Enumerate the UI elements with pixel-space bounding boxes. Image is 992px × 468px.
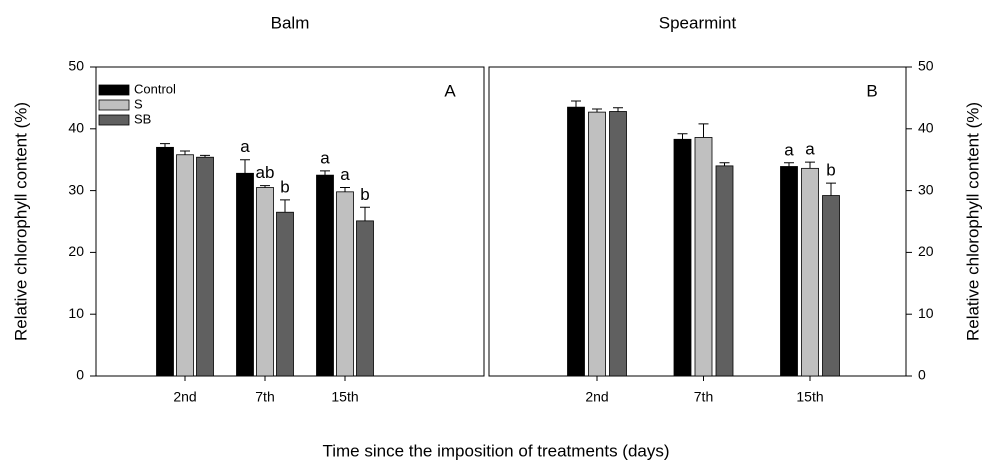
legend-label: S (134, 96, 143, 111)
error-bar (805, 161, 815, 169)
error-bar (571, 100, 581, 108)
bar (673, 138, 692, 377)
bar (780, 166, 798, 377)
y-tick-label: 20 (918, 243, 934, 259)
bar (276, 211, 294, 377)
bar (609, 111, 627, 377)
error-bar (180, 150, 190, 155)
bar (196, 156, 214, 377)
error-bar (826, 182, 836, 196)
error-bar (613, 107, 623, 112)
significance-letter: a (784, 140, 794, 159)
x-tick-label: 15th (331, 389, 358, 405)
legend-label: SB (134, 111, 151, 126)
bar (715, 165, 734, 377)
y-tick-label: 20 (68, 243, 84, 259)
significance-letter: b (280, 177, 289, 196)
y-tick-label: 30 (68, 181, 84, 197)
significance-letter: a (805, 140, 815, 159)
x-axis-label: Time since the imposition of treatments … (322, 441, 669, 460)
error-bar (280, 199, 290, 213)
bar (256, 187, 274, 377)
error-bar (260, 185, 270, 188)
y-tick-label: 0 (76, 367, 84, 383)
bar (588, 111, 606, 377)
y-tick-label: 40 (918, 120, 934, 136)
bar (801, 167, 819, 377)
error-bar (200, 154, 210, 158)
error-bar (320, 170, 330, 176)
x-tick-label: 2nd (173, 389, 196, 405)
y-tick-label: 0 (918, 367, 926, 383)
y-tick-label: 10 (918, 305, 934, 321)
significance-letter: b (360, 185, 369, 204)
bar (822, 195, 840, 377)
bar (694, 137, 713, 377)
x-tick-label: 7th (255, 389, 274, 405)
x-tick-label: 2nd (585, 389, 608, 405)
error-bar (698, 123, 709, 138)
panel-title: Spearmint (659, 13, 737, 32)
panel-title: Balm (271, 13, 310, 32)
legend-label: Control (134, 81, 176, 96)
significance-letter: ab (256, 163, 275, 182)
legend-swatch (98, 114, 130, 126)
y-tick-label: 50 (68, 58, 84, 74)
legend-swatch (98, 99, 130, 111)
y-tick-label: 10 (68, 305, 84, 321)
error-bar (360, 206, 370, 221)
significance-letter: b (826, 161, 835, 180)
x-tick-label: 15th (796, 389, 823, 405)
y-tick-label: 50 (918, 58, 934, 74)
error-bar (240, 159, 250, 174)
panel-label: B (866, 81, 877, 100)
significance-letter: a (320, 148, 330, 167)
significance-letter: a (340, 165, 350, 184)
error-bar (160, 143, 170, 148)
x-tick-label: 7th (694, 389, 713, 405)
bar (176, 154, 194, 377)
y-tick-label: 40 (68, 120, 84, 136)
bar (156, 146, 174, 377)
error-bar (340, 187, 350, 192)
error-bar (677, 133, 688, 140)
y-axis-label: Relative chlorophyll content (%) (963, 102, 982, 341)
error-bar (784, 162, 794, 167)
legend-swatch (98, 84, 130, 96)
bar (336, 191, 354, 377)
bar (356, 220, 374, 377)
bar (236, 172, 254, 377)
y-tick-label: 30 (918, 181, 934, 197)
panel-label: A (444, 81, 456, 100)
error-bar (719, 162, 730, 166)
significance-letter: a (240, 137, 250, 156)
y-axis-label: Relative chlorophyll content (%) (11, 102, 30, 341)
error-bar (592, 108, 602, 113)
bar (316, 174, 334, 377)
bar (567, 106, 585, 377)
